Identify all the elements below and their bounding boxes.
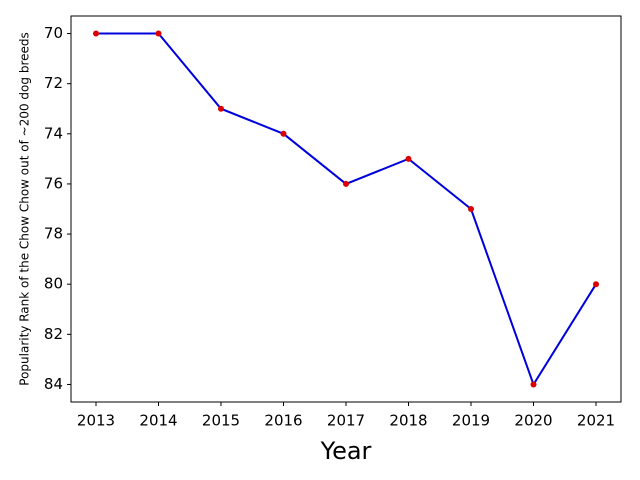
- x-tick-label: 2017: [327, 412, 365, 430]
- marker: [405, 155, 412, 162]
- x-tick-label: 2018: [389, 412, 427, 430]
- y-tick-label: 74: [44, 124, 63, 142]
- marker: [593, 281, 599, 288]
- x-tick-label: 2019: [452, 412, 490, 430]
- y-tick-label: 80: [44, 275, 63, 293]
- marker: [343, 180, 349, 187]
- y-tick-label: 84: [44, 375, 63, 393]
- plot-frame: [70, 15, 622, 403]
- marker: [468, 206, 474, 212]
- y-tick-label: 72: [44, 74, 63, 92]
- x-tick-label: 2020: [514, 412, 552, 430]
- y-axis-label: Popularity Rank of the Chow Chow out of …: [18, 32, 32, 385]
- y-tick-label: 70: [44, 24, 63, 42]
- y-tick-label: 82: [44, 325, 63, 343]
- x-tick-label: 2015: [202, 412, 240, 430]
- marker: [93, 30, 99, 37]
- x-tick-label: 2021: [577, 412, 615, 430]
- marker: [155, 30, 162, 37]
- line: [96, 32, 597, 387]
- x-tick-label: 2016: [264, 412, 302, 430]
- marker: [530, 381, 537, 388]
- marker: [280, 130, 287, 137]
- marker: [218, 105, 224, 112]
- x-tick-label: 2014: [139, 412, 177, 430]
- x-tick-label: 2013: [77, 412, 115, 430]
- y-tick-label: 76: [44, 174, 63, 192]
- y-tick-label: 78: [44, 225, 63, 243]
- x-axis-label: Year: [320, 437, 372, 465]
